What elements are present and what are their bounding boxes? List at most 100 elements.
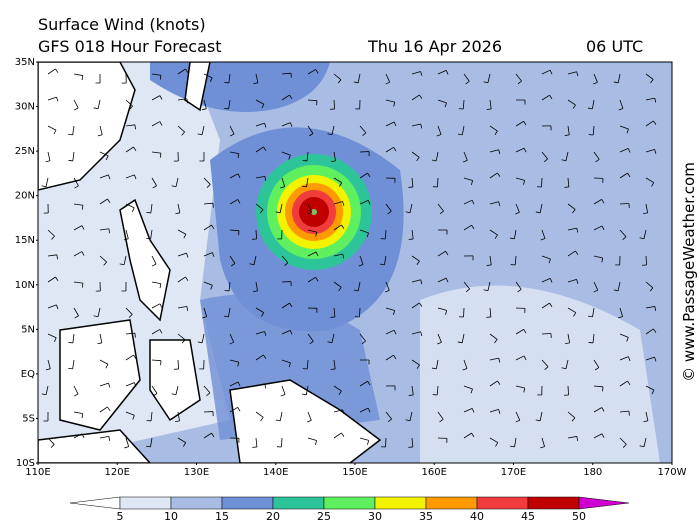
barb: [645, 120, 654, 127]
barb-flag: [495, 442, 499, 447]
barb: [437, 307, 447, 311]
barb-flag: [393, 330, 397, 335]
barb: [177, 305, 187, 309]
colorbar-swatch: [323, 496, 376, 510]
barb: [255, 203, 264, 211]
barb: [411, 279, 421, 283]
barb-flag: [498, 149, 501, 155]
barb: [47, 125, 57, 131]
barb-flag: [416, 364, 420, 369]
barb: [281, 122, 291, 127]
barb: [411, 177, 414, 187]
barb-flag: [517, 289, 522, 293]
typhoon: [244, 142, 384, 282]
barb: [177, 229, 187, 235]
barb: [593, 433, 603, 439]
barb-flag: [445, 310, 448, 315]
barb: [593, 407, 602, 413]
barb-flag: [342, 201, 345, 206]
barb: [645, 281, 654, 289]
barb-flag: [572, 104, 576, 109]
barb: [359, 199, 369, 205]
barb-flag: [353, 289, 359, 292]
lat-label: 30N: [15, 102, 35, 113]
barb-flag: [564, 134, 570, 136]
credit: © www.PassageWeather.com: [680, 162, 698, 382]
barb-flag: [486, 108, 492, 110]
barb: [203, 252, 213, 257]
barb: [567, 307, 576, 313]
barb-flag: [549, 70, 553, 75]
barb: [281, 329, 291, 335]
barb-flag: [81, 433, 85, 438]
barb: [541, 69, 551, 75]
barb-flag: [622, 444, 627, 448]
barb-flag: [523, 355, 527, 361]
barb: [541, 151, 548, 160]
barb: [229, 255, 236, 264]
barb-flag: [264, 123, 267, 128]
barb-flag: [97, 342, 102, 345]
barb: [645, 306, 655, 309]
barb-flag: [237, 407, 241, 412]
barb-flag: [627, 172, 631, 178]
barb: [255, 383, 265, 387]
barb: [307, 411, 312, 421]
lat-label: 5S: [22, 413, 35, 424]
barb: [229, 125, 235, 135]
barb-flag: [186, 98, 188, 104]
barb-flag: [264, 383, 267, 389]
lat-label: 25N: [15, 146, 35, 157]
barb-flag: [197, 133, 203, 136]
barb: [203, 432, 212, 439]
barb-flag: [548, 258, 551, 264]
barb-flag: [431, 367, 437, 370]
barb-flag: [593, 289, 598, 293]
colorbar-label: 25: [317, 510, 331, 523]
lat-label: 20N: [15, 191, 35, 202]
barb-flag: [445, 277, 449, 283]
colorbar-label: 20: [266, 510, 280, 523]
barb: [123, 255, 127, 265]
barb-flag: [341, 224, 345, 229]
barb-flag: [626, 337, 629, 342]
barb: [359, 125, 367, 134]
barb-flag: [315, 232, 318, 237]
barb: [411, 385, 414, 395]
barb-flag: [81, 413, 84, 419]
barb: [541, 229, 546, 239]
barb: [567, 333, 570, 343]
barb-flag: [229, 133, 235, 137]
barb-flag: [420, 331, 423, 337]
barb: [463, 73, 470, 82]
date: Thu 16 Apr 2026: [367, 37, 502, 56]
barb: [359, 407, 369, 413]
barb-flag: [601, 199, 605, 204]
barb-flag: [613, 289, 619, 292]
barb: [203, 177, 211, 185]
barb-flag: [81, 225, 85, 230]
barb: [357, 73, 361, 83]
barb-flag: [55, 276, 59, 281]
barb-flag: [151, 263, 157, 267]
barb: [487, 73, 491, 83]
barb-flag: [626, 128, 629, 134]
barb-flag: [587, 107, 593, 110]
barb-flag: [393, 354, 397, 360]
barb-flag: [107, 406, 111, 411]
barb-flag: [497, 380, 501, 385]
barb-flag: [301, 185, 307, 188]
barb-flag: [183, 442, 187, 447]
barb: [515, 281, 522, 290]
barb-flag: [393, 102, 396, 107]
barb: [619, 356, 629, 361]
subtitle: GFS 018 Hour Forecast: [38, 37, 222, 56]
barb-flag: [288, 362, 291, 368]
barb: [567, 250, 576, 257]
barb: [617, 73, 621, 83]
barb: [515, 120, 524, 127]
barb: [47, 333, 57, 339]
barb: [515, 385, 525, 389]
barb-flag: [288, 155, 291, 160]
barb-flag: [544, 366, 549, 371]
